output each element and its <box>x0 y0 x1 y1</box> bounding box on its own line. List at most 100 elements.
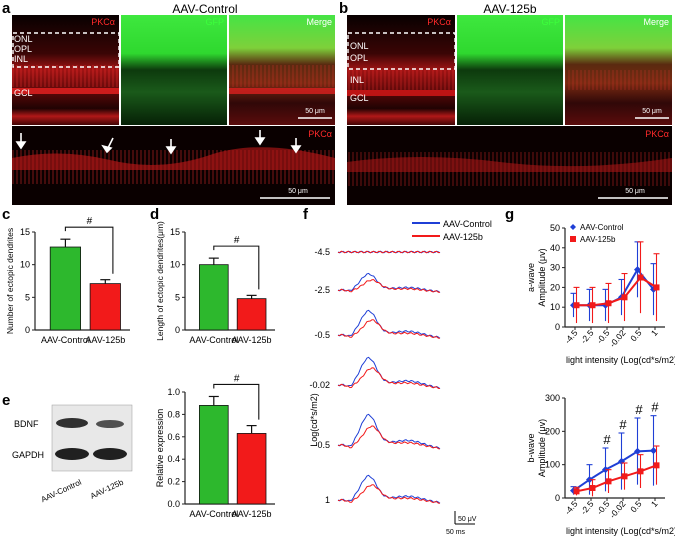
y-axis-label-line: b-wave <box>526 433 536 462</box>
y-tick-label: 0 <box>25 325 30 335</box>
data-point <box>634 266 641 274</box>
panel-b-channel-merge: Merge <box>643 17 669 27</box>
y-axis-label-line: a-wave <box>526 263 536 292</box>
x-tick-label: 1 <box>649 328 660 338</box>
f-trace-125b <box>337 279 441 293</box>
panel-b: b AAV-125b PKCα GFP Merge ONL OPL INL GC… <box>339 0 672 205</box>
category-label: AAV-125b <box>232 509 272 519</box>
y-tick-label: 30 <box>550 263 560 273</box>
panel-a-title: AAV-Control <box>172 2 237 16</box>
data-point <box>637 468 644 475</box>
panel-letter-g: g <box>505 206 514 223</box>
panel-b-scale-top: 50 μm <box>642 108 662 115</box>
blot-row-bdnf: BDNF <box>14 419 39 429</box>
y-tick-label: 0.8 <box>167 409 180 419</box>
f-intensity-label: -0.5 <box>314 330 330 340</box>
y-tick-label: 50 <box>550 223 560 233</box>
panel-a-arrows <box>15 130 302 155</box>
data-point <box>650 447 657 455</box>
f-intensity-label: -4.5 <box>314 247 330 257</box>
significance-mark: # <box>635 402 643 417</box>
panel-a-layer-opl: OPL <box>14 44 32 54</box>
y-tick-label: 10 <box>20 260 30 270</box>
y-axis-label-line: Amplitude (μv) <box>537 419 547 477</box>
y-tick-label: 0 <box>555 493 560 503</box>
panel-e-blot: BDNF GAPDH AAV-Control AAV-125b <box>12 404 133 504</box>
bar <box>89 283 121 331</box>
x-tick-label: -4.5 <box>562 499 579 517</box>
x-tick-label: -2.5 <box>578 328 595 346</box>
x-tick-label: -2.5 <box>578 499 595 517</box>
panel-a-channel-pkc: PKCα <box>91 17 115 27</box>
significance-mark: # <box>619 417 627 432</box>
panel-letter-f: f <box>303 206 309 223</box>
x-axis-label: light intensity (Log(cd*s/m2)) <box>566 355 675 365</box>
bar <box>49 246 82 331</box>
f-trace-control <box>337 413 441 450</box>
significance-bracket <box>213 383 260 420</box>
x-axis-label: light intensity (Log(cd*s/m2)) <box>566 526 675 536</box>
f-scale-t: 50 ms <box>446 529 466 536</box>
y-tick-label: 0.6 <box>167 432 180 442</box>
y-axis-label: a-waveAmplitude (μv) <box>526 248 547 306</box>
y-tick-label: 20 <box>550 282 560 292</box>
blot-band-gapdh-125b <box>93 448 127 460</box>
panel-letter-b: b <box>339 0 348 17</box>
f-intensity-label: 0.5 <box>317 440 330 450</box>
significance-mark: # <box>603 432 611 447</box>
panel-a-layer-onl: ONL <box>14 34 33 44</box>
chart-e: 0.0 0.2 0.4 0.6 0.8 1.0 Relative expression AAV… <box>155 373 275 519</box>
data-point <box>589 485 596 491</box>
data-point <box>653 284 660 291</box>
category-label: AAV-125b <box>85 335 125 345</box>
f-trace-control <box>337 309 441 339</box>
x-tick-label: 0.5 <box>628 499 643 515</box>
panel-b-title: AAV-125b <box>483 2 536 16</box>
y-tick-label: 15 <box>20 227 30 237</box>
legend-marker <box>570 236 576 242</box>
significance-bracket <box>213 245 260 290</box>
panel-letter-c: c <box>2 206 10 223</box>
f-trace-control <box>337 356 441 390</box>
data-point <box>605 478 612 485</box>
panel-b-channel-pkc: PKCα <box>427 17 451 27</box>
blot-row-gapdh: GAPDH <box>12 450 44 460</box>
panel-a-layer-inl: INL <box>14 54 28 64</box>
y-tick-label: 40 <box>550 243 560 253</box>
legend-label: AAV-125b <box>580 235 616 244</box>
data-point <box>653 462 660 469</box>
panel-b-layer-gcl: GCL <box>350 93 369 103</box>
data-point <box>573 488 580 495</box>
panel-b-scale-zoom: 50 μm <box>625 188 645 195</box>
x-tick-label: -0.02 <box>607 328 627 349</box>
bar <box>236 433 267 505</box>
panel-letter-d: d <box>150 206 159 223</box>
significance-mark: # <box>651 400 659 415</box>
significance-mark: # <box>234 373 240 384</box>
y-tick-label: 300 <box>545 393 560 403</box>
x-tick-label: -0.02 <box>607 499 627 520</box>
panel-b-zoom-label: PKCα <box>645 129 669 139</box>
y-tick-label: 0 <box>555 322 560 332</box>
f-trace-125b <box>337 367 441 389</box>
f-legend-control: AAV-Control <box>443 219 492 229</box>
panel-b-zoom-box <box>347 32 456 70</box>
category-label: AAV-Control <box>189 509 238 519</box>
panel-b-layer-onl: ONL <box>350 41 369 51</box>
significance-bracket <box>64 226 114 274</box>
y-tick-label: 0 <box>175 325 180 335</box>
chart-d: 0 5 10 15 Length of ectopic dendrites(μm) AAV… <box>155 221 275 345</box>
x-tick-label: 1 <box>649 499 660 509</box>
f-trace-125b <box>337 319 441 339</box>
f-trace-125b <box>337 250 441 254</box>
data-point <box>573 302 580 309</box>
panel-b-gfp-image <box>457 15 563 125</box>
f-trace-125b <box>337 484 441 504</box>
panel-a-gfp-image <box>121 15 227 125</box>
blot-band-gapdh-control <box>55 448 89 460</box>
legend-marker <box>570 224 576 230</box>
chart-c: 0 5 10 15 Number of ectopic dendrites AAV-Con… <box>5 216 130 345</box>
